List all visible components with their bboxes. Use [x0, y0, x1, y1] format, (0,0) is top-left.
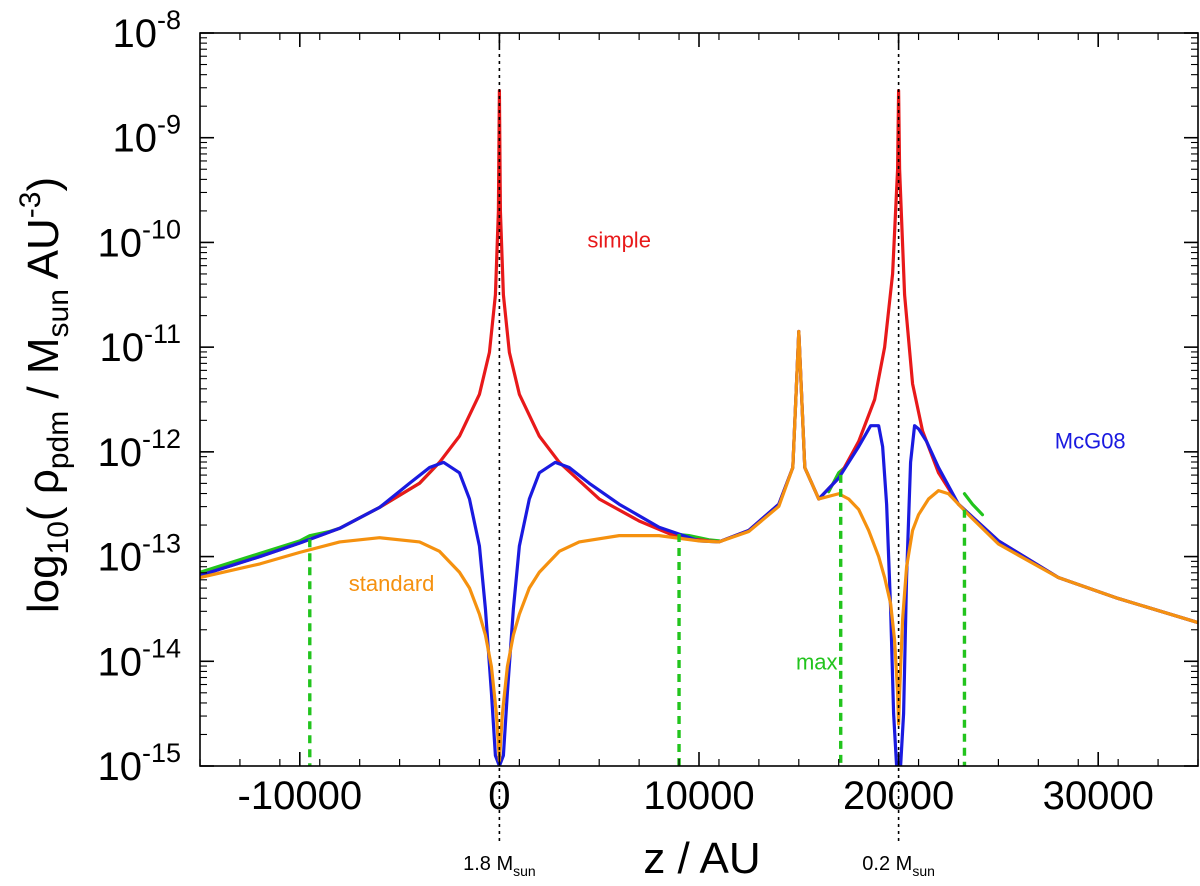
y-tick-label: 10-8	[112, 5, 181, 56]
y-tick-label: 10-12	[97, 424, 181, 475]
y-axis-label: log10( ρpdm / Msun AU-3)	[14, 177, 75, 613]
series-line-max	[200, 460, 442, 574]
annotation-max: max	[796, 650, 838, 675]
mass-label-0: 1.8 Msun	[463, 853, 536, 879]
series-line-simple	[200, 88, 1198, 625]
plot-frame	[199, 32, 1199, 767]
series-line-mcg08	[200, 329, 1198, 766]
series-line-max-seg-2	[962, 492, 985, 517]
axes: -10000 0 10000 20000 3000010-1510-1410-1310-…	[14, 5, 1199, 883]
annotation-standard: standard	[349, 571, 435, 596]
y-tick-label: 10-14	[97, 633, 181, 684]
y-tick-label: 10-13	[97, 529, 181, 580]
x-tick-label: -10000	[238, 774, 363, 818]
y-tick-label: 10-15	[97, 738, 181, 789]
x-tick-label: 10000	[643, 774, 754, 818]
plot-area	[200, 88, 1198, 766]
annotation-simple: simple	[587, 228, 651, 253]
x-axis-label: z / AU	[643, 834, 760, 883]
x-tick-label: 30000	[1043, 774, 1154, 818]
annotation-mcg08: McG08	[1055, 429, 1126, 454]
series-line-standard	[200, 329, 1198, 763]
y-tick-label: 10-11	[99, 319, 181, 370]
y-tick-label: 10-9	[112, 110, 181, 161]
y-tick-label: 10-10	[97, 214, 181, 265]
mass-label-1: 0.2 Msun	[862, 853, 935, 879]
